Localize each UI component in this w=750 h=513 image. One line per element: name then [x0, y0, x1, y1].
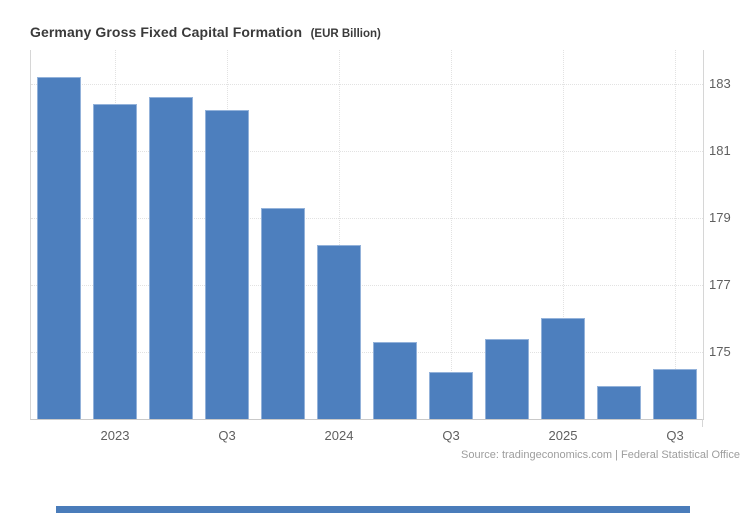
bar-q4-2022[interactable] [37, 76, 81, 419]
source-attribution: Source: tradingeconomics.com | Federal S… [461, 449, 740, 461]
gridline-x-2025 [563, 50, 564, 419]
bar-q1-2024[interactable] [317, 244, 361, 419]
x-axis-label-q3: Q3 [442, 428, 460, 443]
gridline-y-177 [31, 284, 703, 286]
x-axis-label-2023: 2023 [100, 428, 130, 443]
bar-q2-2024[interactable] [373, 341, 417, 419]
gridline-x-Q3 [675, 50, 676, 419]
x-axis-label-2025: 2025 [548, 428, 578, 443]
chart-title: Germany Gross Fixed Capital Formation (E… [30, 24, 381, 42]
bar-q4-2024[interactable] [485, 338, 529, 419]
x-axis-label-q3: Q3 [666, 428, 684, 443]
partial-next-chart-strip [56, 506, 690, 513]
right-axis-bottom-tick [702, 419, 703, 427]
chart-title-text: Germany Gross Fixed Capital Formation [30, 24, 303, 40]
gridline-x-Q3 [451, 50, 452, 419]
gridline-y-179 [31, 217, 703, 219]
bar-q3-2025[interactable] [653, 368, 697, 419]
gridline-y-181 [31, 150, 703, 152]
chart-title-unit: (EUR Billion) [310, 28, 381, 40]
bar-q1-2023[interactable] [93, 103, 137, 419]
x-axis-label-2024: 2024 [324, 428, 354, 443]
bar-q3-2024[interactable] [429, 372, 473, 419]
y-axis-label-175: 175 [709, 343, 731, 359]
plot-area[interactable]: 2023 Q3 2024 Q3 2025 Q3 [30, 50, 704, 443]
y-axis-label-179: 179 [709, 209, 731, 225]
y-axis-label-181: 181 [709, 142, 731, 158]
gridline-x-2024 [339, 50, 340, 419]
bar-q3-2023[interactable] [205, 110, 249, 419]
bar-q2-2023[interactable] [149, 97, 193, 419]
y-axis-label-177: 177 [709, 276, 731, 292]
gridline-y-183 [31, 83, 703, 85]
bar-q1-2025[interactable] [541, 318, 585, 419]
y-axis-label-183: 183 [709, 75, 731, 91]
x-axis-label-q3: Q3 [218, 428, 236, 443]
gridline-y-175 [31, 351, 703, 353]
bar-q2-2025[interactable] [597, 385, 641, 419]
bar-q4-2023[interactable] [261, 207, 305, 419]
